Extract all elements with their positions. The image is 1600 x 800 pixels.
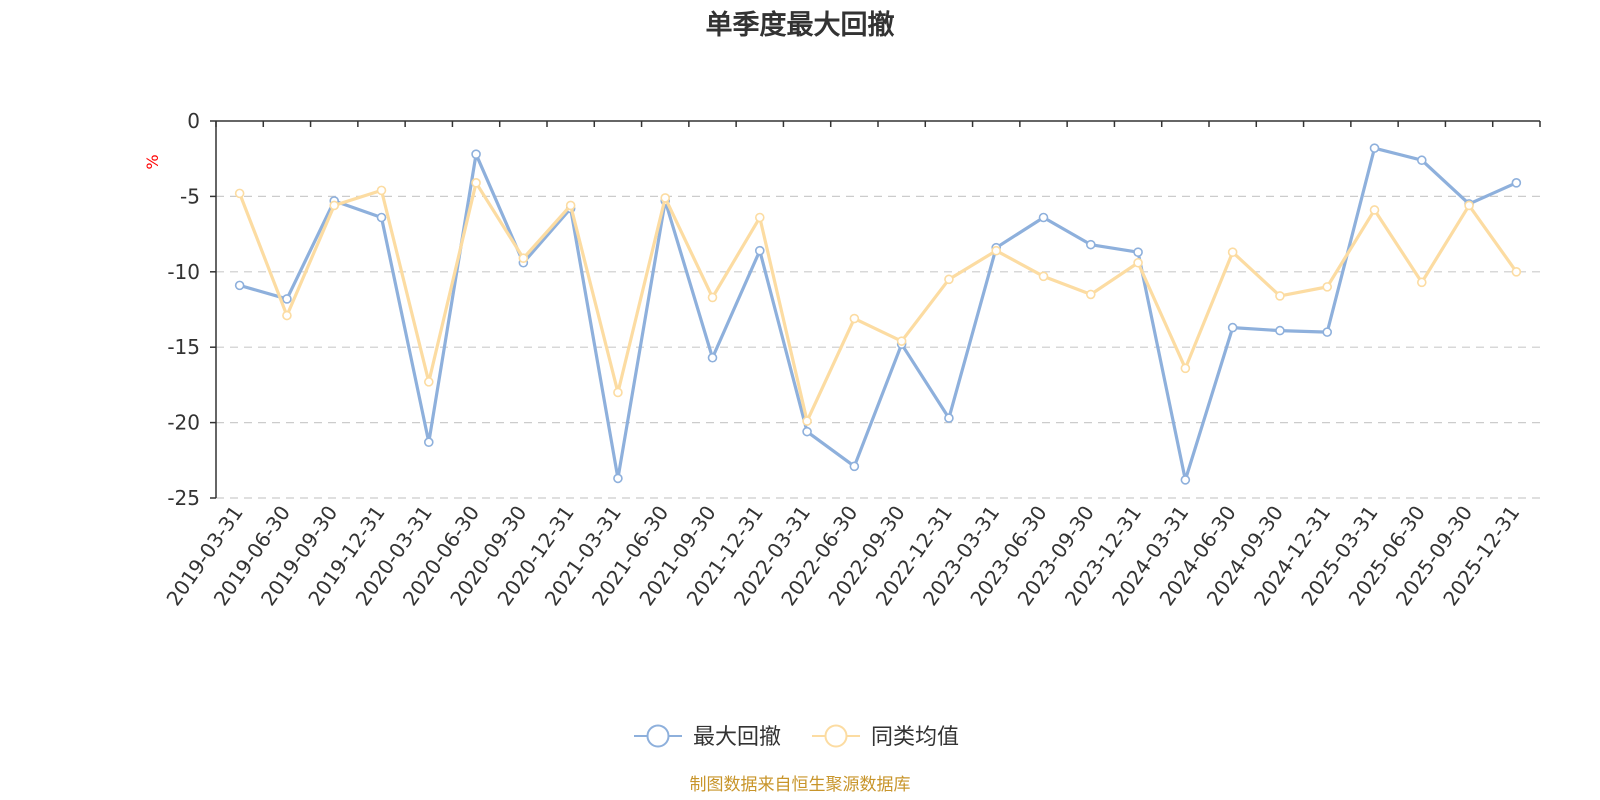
data-point xyxy=(849,461,860,472)
data-point xyxy=(1322,282,1333,292)
data-point xyxy=(1416,155,1427,166)
data-point xyxy=(1180,475,1191,485)
data-point xyxy=(1227,322,1238,333)
grid-lines xyxy=(216,195,1540,499)
data-point xyxy=(1085,289,1096,300)
data-point xyxy=(423,377,434,387)
data-point xyxy=(613,387,623,398)
y-tick-label: -15 xyxy=(167,335,200,359)
data-point xyxy=(944,413,954,423)
data-point xyxy=(471,149,481,159)
data-point xyxy=(565,200,576,211)
data-point xyxy=(802,426,812,437)
legend-marker xyxy=(824,724,848,748)
data-point xyxy=(802,416,812,426)
data-point xyxy=(1038,212,1049,223)
legend-label: 同类均值 xyxy=(871,725,959,750)
data-point xyxy=(1511,178,1522,188)
data-point xyxy=(754,245,765,256)
data-point xyxy=(234,188,245,199)
data-point xyxy=(944,274,954,285)
data-point xyxy=(1511,266,1522,277)
data-point xyxy=(707,292,718,303)
data-point xyxy=(660,193,671,203)
y-tick-label: -5 xyxy=(180,184,200,208)
series-lines xyxy=(234,143,1522,485)
legend-marker xyxy=(646,724,670,748)
data-point xyxy=(707,352,718,363)
legend-item-1[interactable]: 最大回撤 xyxy=(634,724,781,750)
data-point xyxy=(329,200,340,211)
y-tick-label: 0 xyxy=(187,109,200,133)
data-point xyxy=(471,178,481,188)
data-point xyxy=(282,310,292,321)
data-point xyxy=(896,336,907,346)
series-1 xyxy=(234,143,1522,485)
data-point xyxy=(849,313,860,324)
y-tick-labels: 0 -5 -10 -15 -20 -25 xyxy=(167,109,200,510)
data-point xyxy=(1133,257,1143,268)
data-point xyxy=(376,212,387,223)
data-point xyxy=(613,473,623,484)
series-line xyxy=(238,181,1518,423)
series-line xyxy=(239,146,1518,482)
data-point xyxy=(1322,327,1333,337)
y-axis-label: % xyxy=(143,154,162,169)
data-point xyxy=(1038,271,1049,282)
data-point xyxy=(1416,277,1427,288)
legend-label: 最大回撤 xyxy=(693,725,781,750)
source-note: 制图数据来自恒生聚源数据库 xyxy=(690,775,911,795)
data-point xyxy=(1369,205,1380,215)
axes xyxy=(210,120,1541,499)
chart-title: 单季度最大回撤 xyxy=(706,9,895,41)
series-2 xyxy=(234,178,1522,426)
y-tick-label: -25 xyxy=(167,486,200,510)
data-point xyxy=(1275,325,1285,336)
data-point xyxy=(234,280,245,291)
data-point xyxy=(754,212,765,223)
y-tick-label: -20 xyxy=(167,411,200,435)
data-point xyxy=(1180,363,1191,374)
data-point xyxy=(1464,200,1474,211)
data-point xyxy=(1085,239,1096,250)
legend[interactable]: 最大回撤 同类均值 xyxy=(634,724,959,750)
data-point xyxy=(423,437,434,448)
data-point xyxy=(1369,143,1380,153)
data-point xyxy=(1133,247,1143,257)
data-point xyxy=(518,253,529,264)
data-point xyxy=(282,294,292,304)
data-point xyxy=(376,185,387,196)
legend-item-2[interactable]: 同类均值 xyxy=(812,724,959,750)
data-point xyxy=(1275,291,1285,301)
data-point xyxy=(991,245,1002,256)
x-tick-labels: 2019-03-312019-06-302019-09-302019-12-31… xyxy=(161,501,1524,610)
data-point xyxy=(1227,247,1238,257)
y-tick-label: -10 xyxy=(167,260,200,284)
